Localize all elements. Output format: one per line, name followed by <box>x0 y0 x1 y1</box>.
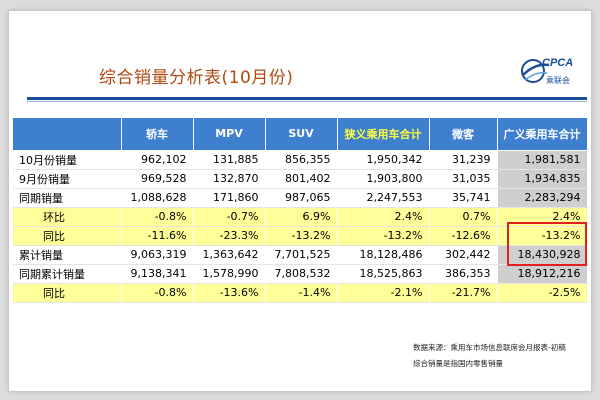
table-cell: 9,138,341 <box>121 264 194 284</box>
table-cell: -21.7% <box>429 283 498 303</box>
table-cell: 2,247,553 <box>337 188 430 208</box>
header-rule <box>27 97 587 100</box>
table-cell: 1,363,642 <box>193 245 266 265</box>
table-cell: 2.4% <box>497 207 588 227</box>
header-rule-thin <box>27 101 587 102</box>
table-cell: -2.1% <box>337 283 430 303</box>
definition-note: 综合销量是指国内零售销量 <box>413 359 503 368</box>
table-cell: 969,528 <box>121 169 194 189</box>
row-label: 同比 <box>13 283 122 303</box>
highlight-box <box>507 222 587 266</box>
table-row: 同期销量 1,088,628 171,860 987,065 2,247,553 35,7… <box>13 188 588 208</box>
table-cell: -0.7% <box>193 207 266 227</box>
table-cell: 7,808,532 <box>265 264 338 284</box>
table-cell: -13.2% <box>265 226 338 246</box>
row-label: 同比 <box>13 226 122 246</box>
table-header-row: 轿车 MPV SUV 狭义乘用车合计 微客 广义乘用车合计 <box>13 118 588 151</box>
table-cell: 386,353 <box>429 264 498 284</box>
table-cell: 1,950,342 <box>337 150 430 170</box>
table-cell: -11.6% <box>121 226 194 246</box>
table-cell: 1,934,835 <box>497 169 588 189</box>
table-cell: 1,903,800 <box>337 169 430 189</box>
table-cell: 18,430,928 <box>497 245 588 265</box>
column-header: SUV <box>265 118 338 151</box>
table-row: 环比 -0.8% -0.7% 6.9% 2.4% 0.7% 2.4% <box>13 207 588 227</box>
table-cell: 987,065 <box>265 188 338 208</box>
table-cell: 2.4% <box>337 207 430 227</box>
column-header: MPV <box>193 118 266 151</box>
column-header: 轿车 <box>121 118 194 151</box>
table-cell: 9,063,319 <box>121 245 194 265</box>
row-label: 9月份销量 <box>13 169 122 189</box>
table-cell: 7,701,525 <box>265 245 338 265</box>
table-cell: -12.6% <box>429 226 498 246</box>
table-cell: 0.7% <box>429 207 498 227</box>
table-row: 累计销量 9,063,319 1,363,642 7,701,525 18,128,48… <box>13 245 588 265</box>
row-label: 累计销量 <box>13 245 122 265</box>
logo-brand: CPCA <box>542 57 574 69</box>
table-cell: -1.4% <box>265 283 338 303</box>
table-row: 9月份销量 969,528 132,870 801,402 1,903,800 31,03… <box>13 169 588 189</box>
table-cell: 962,102 <box>121 150 194 170</box>
table-cell: 31,035 <box>429 169 498 189</box>
table-cell: -13.2% <box>497 226 588 246</box>
table-cell: 18,525,863 <box>337 264 430 284</box>
table-cell: 856,355 <box>265 150 338 170</box>
table-row: 同期累计销量 9,138,341 1,578,990 7,808,532 18,525,… <box>13 264 588 284</box>
globe-swoosh-icon <box>521 59 550 83</box>
table-row: 10月份销量 962,102 131,885 856,355 1,950,342 31,2… <box>13 150 588 170</box>
table-row: 同比 -0.8% -13.6% -1.4% -2.1% -21.7% -2.5% <box>13 283 588 303</box>
table-cell: -0.8% <box>121 283 194 303</box>
table-cell: 132,870 <box>193 169 266 189</box>
column-header: 微客 <box>429 118 498 151</box>
table-cell: 18,128,486 <box>337 245 430 265</box>
sales-table: 轿车 MPV SUV 狭义乘用车合计 微客 广义乘用车合计 10月份销量 962,… <box>13 118 588 303</box>
table-cell: 131,885 <box>193 150 266 170</box>
table-cell: 171,860 <box>193 188 266 208</box>
table-cell: -2.5% <box>497 283 588 303</box>
logo-sub: 乘联会 <box>546 76 570 85</box>
table-cell: 302,442 <box>429 245 498 265</box>
table-cell: 31,239 <box>429 150 498 170</box>
table-cell: 18,912,216 <box>497 264 588 284</box>
row-label: 10月份销量 <box>13 150 122 170</box>
table-cell: 2,283,294 <box>497 188 588 208</box>
table-cell: 35,741 <box>429 188 498 208</box>
page-title: 综合销量分析表(10月份) <box>99 68 294 88</box>
table-cell: -23.3% <box>193 226 266 246</box>
table-cell: -13.6% <box>193 283 266 303</box>
slide: 综合销量分析表(10月份) CPCA 乘联会 轿车 MPV SUV 狭义乘用车合… <box>8 10 592 392</box>
source-note: 数据来源：乘用车市场信息联席会月报表-初稿 <box>413 343 566 352</box>
table-cell: 1,088,628 <box>121 188 194 208</box>
column-header: 广义乘用车合计 <box>497 118 588 151</box>
table-cell: -0.8% <box>121 207 194 227</box>
row-label: 同期累计销量 <box>13 264 122 284</box>
column-header: 狭义乘用车合计 <box>337 118 430 151</box>
table-cell: -13.2% <box>337 226 430 246</box>
row-label: 环比 <box>13 207 122 227</box>
column-header <box>13 118 122 151</box>
table-cell: 801,402 <box>265 169 338 189</box>
table-cell: 6.9% <box>265 207 338 227</box>
table-cell: 1,578,990 <box>193 264 266 284</box>
table-row: 同比 -11.6% -23.3% -13.2% -13.2% -12.6% -13.2% <box>13 226 588 246</box>
table-cell: 1,981,581 <box>497 150 588 170</box>
row-label: 同期销量 <box>13 188 122 208</box>
